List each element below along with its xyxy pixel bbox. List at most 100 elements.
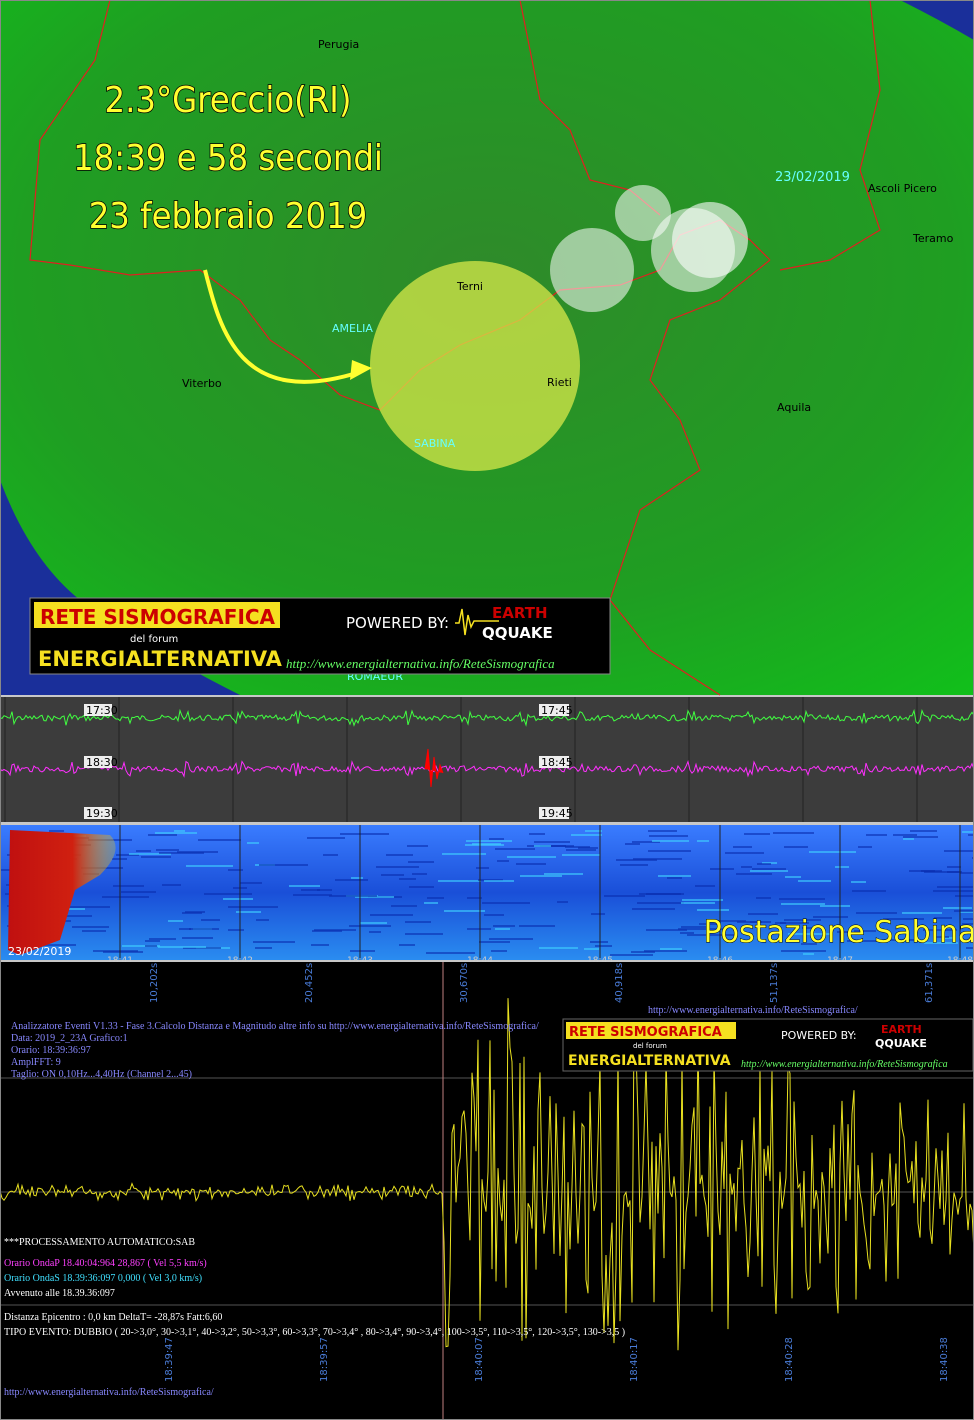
helicorder-label: 17:45 <box>541 704 573 717</box>
noise <box>516 863 546 865</box>
noise <box>711 920 746 922</box>
noise <box>625 843 640 845</box>
noise <box>785 876 801 878</box>
noise <box>610 954 653 956</box>
noise <box>311 944 329 946</box>
spectrogram-noise <box>1 830 974 956</box>
noise <box>201 919 220 921</box>
time-label: 18:40:17 <box>629 1337 640 1382</box>
noise <box>141 856 171 858</box>
trace-burst <box>424 748 444 788</box>
noise <box>837 931 851 933</box>
noise <box>660 948 682 950</box>
noise <box>750 870 788 872</box>
noise <box>507 856 556 858</box>
noise <box>182 912 202 914</box>
noise <box>307 837 345 839</box>
noise <box>186 865 233 867</box>
noise <box>966 947 974 949</box>
waveform-labels: 10,202s 20,452s 30,670s 40,918s 51,137s 61,37… <box>149 963 950 1382</box>
epicenter-circle <box>370 261 580 471</box>
noise <box>484 914 504 916</box>
noise <box>484 880 514 882</box>
epicenter-circle <box>550 228 634 312</box>
noise <box>64 908 85 910</box>
noise <box>585 830 602 832</box>
noise <box>947 866 961 868</box>
epicenter-circle <box>615 185 671 241</box>
noise <box>179 928 191 930</box>
spectrogram-bg <box>0 825 974 960</box>
noise <box>699 923 720 925</box>
noise <box>240 882 262 884</box>
noise <box>495 928 510 930</box>
noise <box>520 875 562 877</box>
noise <box>933 890 974 892</box>
noise <box>604 895 645 897</box>
noise <box>557 901 568 903</box>
helicorder-bg <box>0 697 974 822</box>
noise <box>369 931 381 933</box>
noise <box>649 835 688 837</box>
noise <box>158 946 206 948</box>
epicenters <box>370 185 748 471</box>
noise <box>493 925 515 927</box>
noise <box>426 952 475 954</box>
helicorder-label: 18:30 <box>86 756 118 769</box>
noise <box>697 909 729 911</box>
noise <box>323 854 338 856</box>
noise <box>947 871 959 873</box>
logo-text: RETE SISMOGRAFICA <box>40 605 276 629</box>
noise <box>228 869 243 871</box>
noise <box>960 872 974 874</box>
waveform-trace <box>0 998 974 1351</box>
spectrogram-date: 23/02/2019 <box>8 945 71 958</box>
occurred: Avvenuto alle 18.39.36:097 <box>4 1288 115 1299</box>
title-line: 23 febbraio 2019 <box>89 196 368 237</box>
noise <box>399 878 416 880</box>
noise <box>646 929 687 931</box>
logo-banner: RETE SISMOGRAFICA del forum ENERGIALTERN… <box>562 1018 974 1072</box>
noise <box>228 929 244 931</box>
noise <box>145 940 160 942</box>
noise <box>122 945 160 947</box>
time-label: 18:40:07 <box>474 1337 485 1382</box>
noise <box>584 948 599 950</box>
city-label: Viterbo <box>182 377 222 390</box>
noise <box>851 881 866 883</box>
noise <box>155 832 197 834</box>
noise <box>648 830 677 832</box>
noise <box>168 920 183 922</box>
noise <box>962 831 974 833</box>
noise <box>903 836 938 838</box>
logo-text: RETE SISMOGRAFICA <box>569 1025 722 1040</box>
noise <box>467 928 491 930</box>
noise <box>695 885 715 887</box>
noise <box>381 874 404 876</box>
city-label: Terni <box>456 280 483 293</box>
noise <box>289 885 320 887</box>
helicorder-label: 17:30 <box>86 704 118 717</box>
noise <box>944 850 974 852</box>
noise <box>678 928 723 930</box>
noise <box>780 922 809 924</box>
noise <box>779 898 825 900</box>
onda-s: Orario OndaS 18.39:36:097 0,000 ( Vel 3,… <box>4 1273 202 1284</box>
noise <box>652 840 689 842</box>
noise <box>644 950 687 952</box>
noise <box>909 870 935 872</box>
noise <box>476 867 489 869</box>
noise <box>571 834 602 836</box>
noise <box>424 902 438 904</box>
noise <box>681 926 710 928</box>
noise <box>637 902 684 904</box>
noise <box>293 894 332 896</box>
noise <box>159 852 204 854</box>
noise <box>620 864 648 866</box>
noise <box>781 903 825 905</box>
noise <box>376 866 419 868</box>
noise <box>113 885 144 887</box>
info-line: Analizzatore Eventi V1.33 - Fase 3.Calco… <box>11 1021 539 1032</box>
noise <box>49 830 64 832</box>
noise <box>467 897 482 899</box>
